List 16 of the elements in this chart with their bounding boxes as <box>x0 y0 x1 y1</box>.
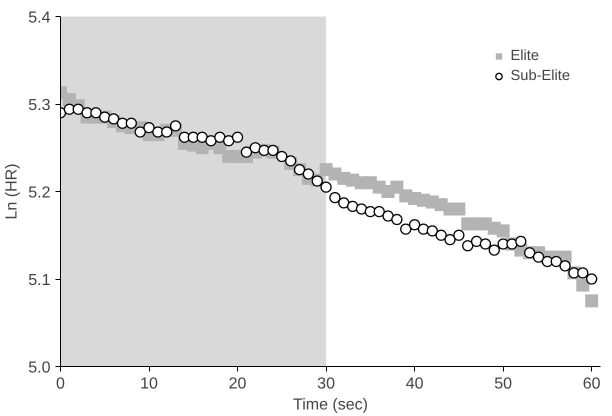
y-tick-label: 5.1 <box>28 272 51 289</box>
legend-label: Elite <box>510 48 540 64</box>
x-tick-label: 10 <box>140 376 158 392</box>
x-tick-label: 0 <box>56 376 66 392</box>
y-tick-label: 5.3 <box>28 97 51 114</box>
legend-label: Sub-Elite <box>510 68 570 84</box>
x-tick-label: 50 <box>494 376 512 392</box>
x-tick-label: 60 <box>582 376 601 392</box>
y-tick-label: 5.2 <box>28 184 51 202</box>
y-axis-title: Ln (HR) <box>3 163 20 220</box>
x-axis-title: Time (sec) <box>293 396 368 414</box>
y-tick-label: 5.0 <box>28 360 51 376</box>
x-tick-label: 40 <box>406 376 424 392</box>
x-tick-label: 20 <box>228 376 247 392</box>
x-tick-label: 30 <box>317 376 336 392</box>
y-tick-label: 5.4 <box>28 10 51 26</box>
